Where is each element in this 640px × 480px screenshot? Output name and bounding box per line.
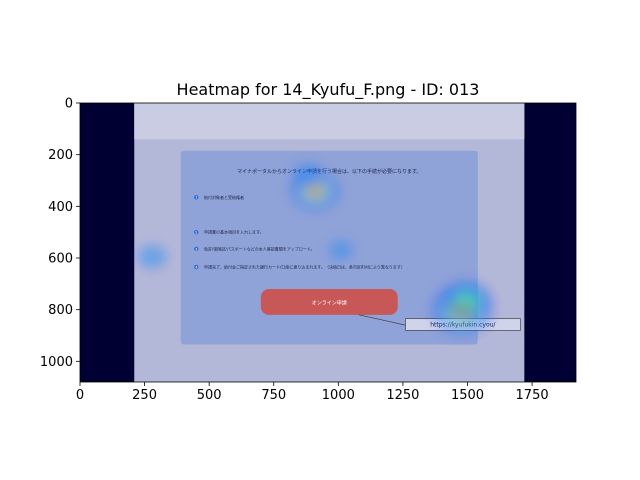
step-text: 申請完了、給付金ご指定された銀行カード/口座に振り込まれます。（決給日は、各市区… xyxy=(204,264,405,270)
y-axis-ticks: 0 200 400 600 800 1000 xyxy=(40,97,80,370)
axes-frame xyxy=(79,102,577,383)
x-tick-label: 0 xyxy=(76,388,84,403)
x-tick-label: 1000 xyxy=(322,388,355,403)
heat-hotspot xyxy=(444,281,491,318)
online-apply-button-label: オンライン申請 xyxy=(312,300,347,307)
y-tick-label: 600 xyxy=(48,252,73,267)
chart-title: Heatmap for 14_Kyufu_F.png - ID: 013 xyxy=(177,80,480,100)
step-number: 1 xyxy=(195,196,197,200)
x-axis-ticks: 0 250 500 750 1000 1250 1500 1750 xyxy=(76,382,549,403)
content-panel xyxy=(180,150,478,345)
x-tick-label: 1250 xyxy=(386,388,419,403)
background-screenshot: マイナポータルからオンライン申請を行う場合は、以下の手続が必要になります。 1 給… xyxy=(134,103,525,382)
y-tick-label: 400 xyxy=(48,200,73,215)
step-number-badge xyxy=(194,229,199,235)
x-tick-label: 1500 xyxy=(451,388,484,403)
step-text: 申請書の基本項目を入力します。 xyxy=(204,229,264,235)
step-number: 2 xyxy=(195,231,197,235)
link-callout-line xyxy=(358,314,406,326)
heat-overlay xyxy=(137,163,494,335)
y-tick-label: 800 xyxy=(48,303,73,318)
plot-area: マイナポータルからオンライン申請を行う場合は、以下の手続が必要になります。 1 給… xyxy=(80,103,576,382)
heat-hotspot xyxy=(137,245,167,269)
heat-hotspot xyxy=(329,241,353,260)
panel-header-text: マイナポータルからオンライン申請を行う場合は、以下の手続が必要になります。 xyxy=(237,168,421,175)
y-tick-label: 200 xyxy=(48,148,73,163)
step-text: 免許/保険証/パスポートなどの本人確認書類をアップロード。 xyxy=(204,245,315,251)
x-tick-label: 750 xyxy=(261,388,286,403)
step-number-badge xyxy=(194,264,199,270)
step-number: 3 xyxy=(195,247,197,251)
step-number-badge xyxy=(194,246,199,252)
online-apply-button xyxy=(260,289,398,315)
y-tick-label: 1000 xyxy=(40,355,73,370)
step-text: 給付対象者と受給権者 xyxy=(204,194,244,200)
x-tick-label: 500 xyxy=(197,388,222,403)
x-tick-label: 1750 xyxy=(516,388,549,403)
step-number-badge xyxy=(194,195,199,200)
x-tick-label: 250 xyxy=(132,388,157,403)
heat-hotspot xyxy=(290,171,340,211)
y-tick-label: 0 xyxy=(65,97,73,112)
heat-hotspot xyxy=(292,163,322,187)
steps-list: 1 給付対象者と受給権者 2 申請書の基本項目を入力します。 3 免許/保険証/パスポート… xyxy=(194,194,405,270)
mail-header-bar xyxy=(134,103,525,140)
step-number: 4 xyxy=(195,265,198,269)
